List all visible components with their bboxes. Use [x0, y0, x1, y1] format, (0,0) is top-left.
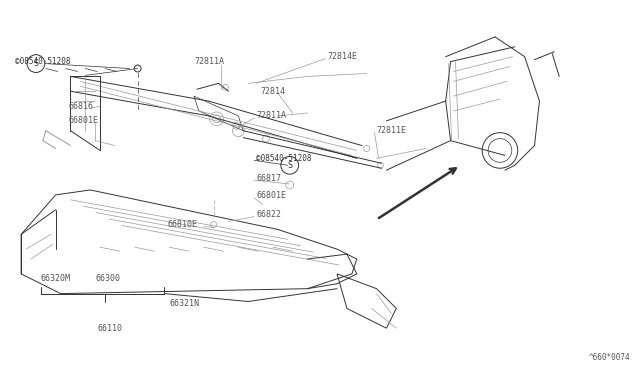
- Text: 66801E: 66801E: [68, 116, 99, 125]
- Text: 72811E: 72811E: [376, 126, 406, 135]
- Text: S: S: [33, 59, 38, 68]
- Text: S: S: [287, 161, 292, 170]
- Text: ©08540-51208: ©08540-51208: [256, 154, 312, 163]
- Text: 66321N: 66321N: [169, 299, 199, 308]
- Text: ^660*0074: ^660*0074: [589, 353, 630, 362]
- Text: 66300: 66300: [95, 274, 120, 283]
- Text: 72811A: 72811A: [256, 111, 286, 121]
- Text: 66110: 66110: [97, 324, 122, 333]
- Text: 72814E: 72814E: [327, 52, 357, 61]
- Text: 72811A: 72811A: [195, 57, 225, 66]
- Text: ©08540-51208: ©08540-51208: [15, 57, 70, 66]
- Text: 66320M: 66320M: [41, 274, 71, 283]
- Text: 72814: 72814: [260, 87, 285, 96]
- Text: 66801E: 66801E: [256, 191, 286, 201]
- Text: 66817: 66817: [256, 174, 281, 183]
- Text: 66816: 66816: [68, 102, 93, 110]
- Text: 66822: 66822: [256, 210, 281, 219]
- Text: 66810E: 66810E: [167, 220, 197, 229]
